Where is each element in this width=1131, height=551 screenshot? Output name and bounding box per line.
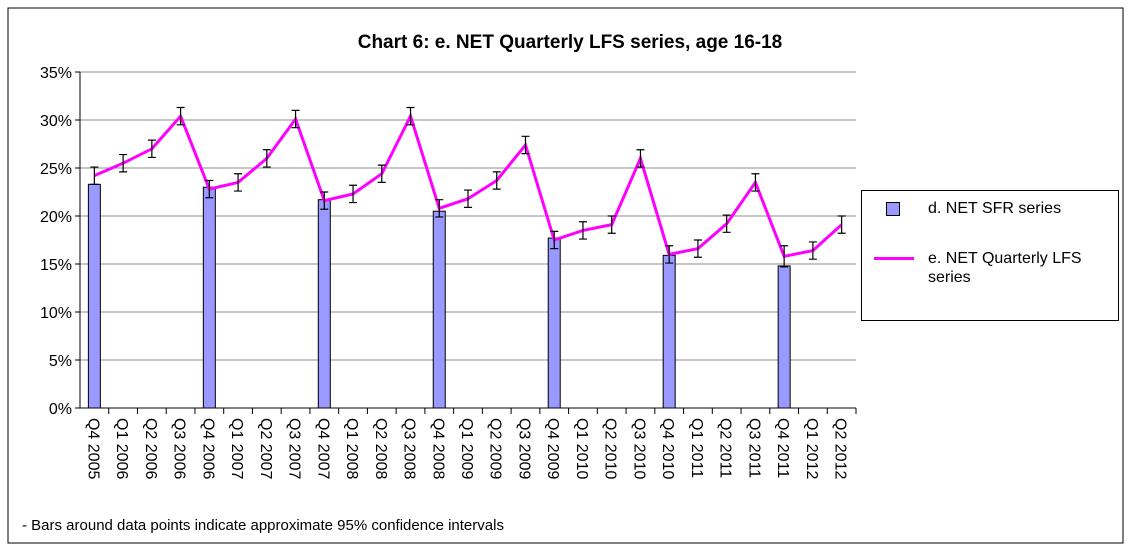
x-tick-label: Q3 2010 bbox=[630, 418, 647, 479]
x-tick-label: Q1 2007 bbox=[228, 418, 245, 479]
error-bar bbox=[550, 230, 559, 250]
error-bar bbox=[808, 241, 817, 260]
error-bar bbox=[406, 106, 415, 126]
legend-label: e. NET Quarterly LFS series bbox=[928, 250, 1082, 286]
bar bbox=[87, 183, 101, 409]
legend-entry: d. NET SFR series bbox=[872, 199, 1118, 218]
error-bar bbox=[377, 164, 386, 183]
x-tick-label: Q4 2010 bbox=[659, 418, 676, 479]
x-tick-label: Q3 2007 bbox=[286, 418, 303, 479]
error-bar bbox=[578, 221, 587, 240]
error-bar bbox=[119, 153, 128, 173]
bar bbox=[662, 254, 676, 409]
error-bar bbox=[607, 215, 616, 234]
x-tick-label: Q2 2011 bbox=[717, 418, 734, 478]
x-tick-label: Q1 2010 bbox=[573, 418, 590, 479]
bar bbox=[317, 199, 331, 409]
x-tick-label: Q3 2006 bbox=[171, 418, 188, 479]
error-bar bbox=[693, 239, 702, 258]
bar bbox=[547, 237, 561, 409]
legend: d. NET SFR series e. NET Quarterly LFS se… bbox=[861, 190, 1119, 321]
y-tick-label: 20% bbox=[40, 209, 72, 226]
error-bar bbox=[492, 171, 501, 190]
legend-swatch bbox=[886, 202, 900, 216]
error-bar bbox=[205, 179, 214, 199]
x-tick-label: Q1 2012 bbox=[803, 418, 820, 479]
error-bar bbox=[780, 245, 789, 268]
y-tick-label: 35% bbox=[40, 65, 72, 82]
y-tick-label: 10% bbox=[40, 305, 72, 322]
error-bar bbox=[464, 189, 472, 208]
error-bar bbox=[837, 215, 846, 234]
y-tick-label: 25% bbox=[40, 161, 72, 178]
x-tick-label: Q2 2009 bbox=[487, 418, 504, 479]
error-bar bbox=[521, 135, 530, 155]
x-tick-label: Q4 2008 bbox=[429, 418, 446, 479]
x-tick-label: Q1 2006 bbox=[113, 418, 130, 479]
error-bar bbox=[435, 199, 444, 218]
x-tick-label: Q1 2011 bbox=[688, 418, 705, 478]
x-tick-label: Q4 2006 bbox=[199, 418, 216, 479]
y-tick-label: 15% bbox=[40, 257, 72, 274]
x-tick-label: Q2 2008 bbox=[372, 418, 389, 479]
error-bar bbox=[349, 184, 358, 204]
error-bar bbox=[722, 214, 731, 233]
x-tick-label: Q3 2011 bbox=[745, 418, 762, 478]
x-tick-label: Q2 2010 bbox=[602, 418, 619, 479]
x-tick-label: Q1 2008 bbox=[343, 418, 360, 479]
error-bar bbox=[291, 109, 300, 129]
x-tick-label: Q4 2009 bbox=[544, 418, 561, 479]
chart-title: Chart 6: e. NET Quarterly LFS series, ag… bbox=[358, 32, 783, 53]
x-tick-label: Q4 2005 bbox=[84, 418, 101, 479]
error-bar bbox=[751, 173, 760, 192]
bar bbox=[202, 186, 216, 409]
error-bar bbox=[234, 173, 243, 192]
y-tick-label: 0% bbox=[49, 401, 72, 418]
legend-swatch bbox=[874, 257, 914, 260]
x-tick-label: Q1 2009 bbox=[458, 418, 475, 479]
y-tick-label: 5% bbox=[49, 353, 72, 370]
legend-entry: e. NET Quarterly LFS series bbox=[872, 249, 1118, 287]
legend-label: d. NET SFR series bbox=[928, 200, 1062, 217]
bar bbox=[432, 210, 446, 409]
x-tick-label: Q2 2007 bbox=[257, 418, 274, 479]
error-bar bbox=[262, 149, 271, 168]
error-bar bbox=[636, 149, 645, 168]
x-tick-label: Q3 2008 bbox=[401, 418, 418, 479]
error-bar bbox=[665, 245, 674, 264]
x-tick-label: Q3 2009 bbox=[515, 418, 532, 479]
y-tick-label: 30% bbox=[40, 113, 72, 130]
x-tick-label: Q2 2006 bbox=[142, 418, 159, 479]
error-bar bbox=[176, 106, 185, 126]
error-bar bbox=[90, 166, 99, 185]
bar bbox=[777, 265, 791, 409]
footnote: - Bars around data points indicate appro… bbox=[22, 517, 504, 534]
x-tick-label: Q4 2011 bbox=[774, 418, 791, 478]
x-tick-label: Q2 2012 bbox=[832, 418, 849, 479]
error-bar bbox=[320, 191, 329, 210]
error-bar bbox=[147, 139, 156, 159]
x-tick-label: Q4 2007 bbox=[314, 418, 331, 479]
